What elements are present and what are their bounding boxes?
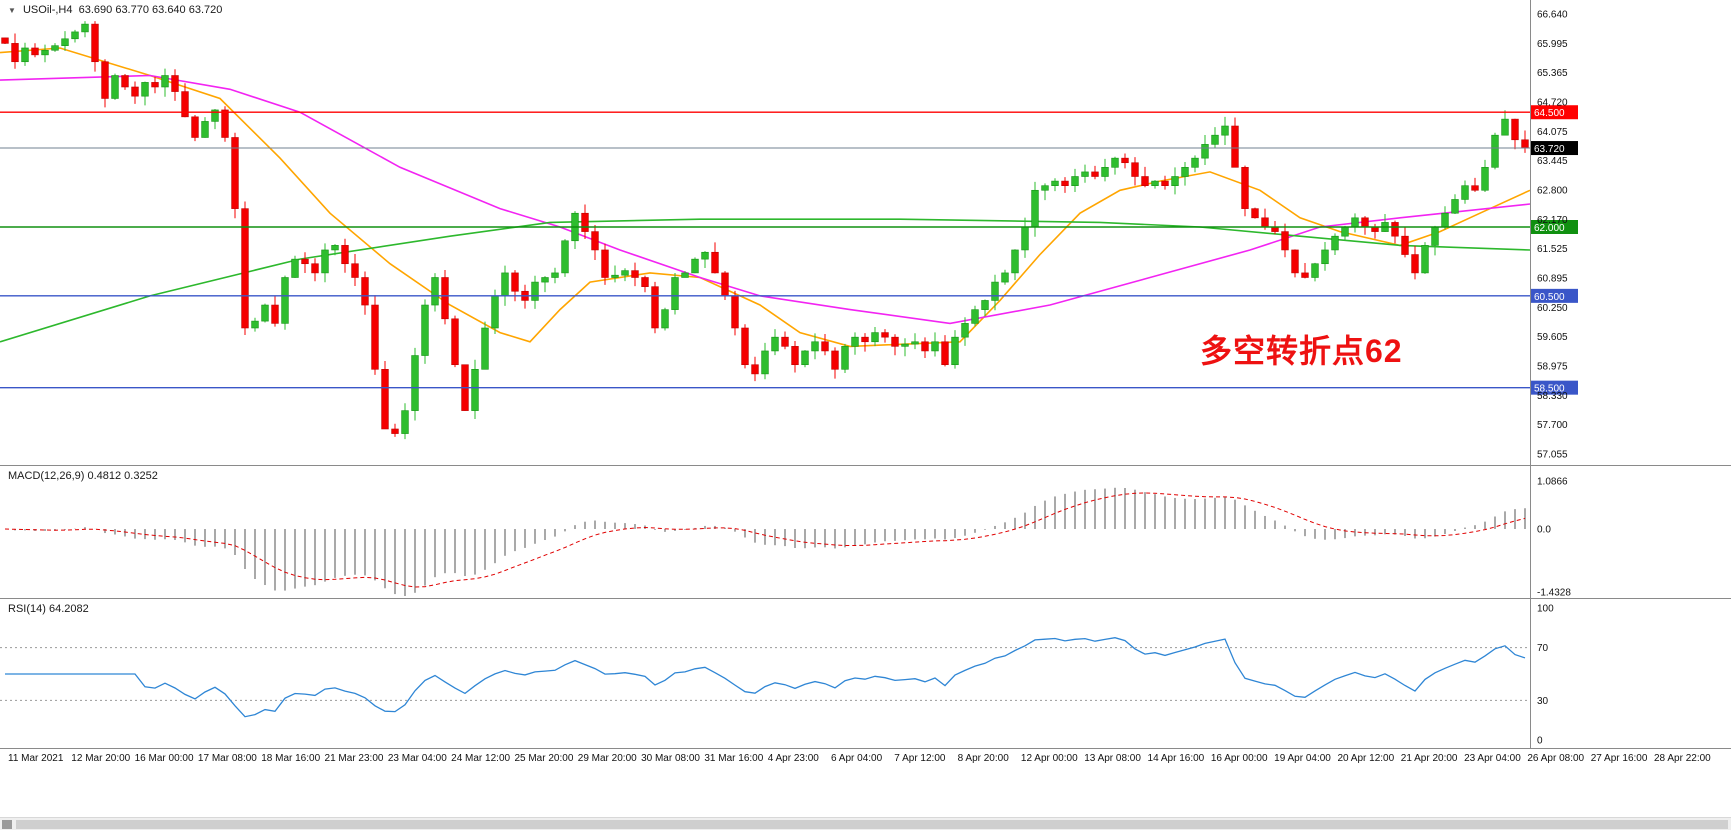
svg-text:13 Apr 08:00: 13 Apr 08:00	[1084, 753, 1141, 764]
svg-text:23 Apr 04:00: 23 Apr 04:00	[1464, 753, 1521, 764]
svg-text:65.995: 65.995	[1537, 39, 1568, 50]
svg-text:20 Apr 12:00: 20 Apr 12:00	[1337, 753, 1394, 764]
ma-fast-orange	[0, 47, 1531, 348]
svg-text:58.975: 58.975	[1537, 362, 1568, 373]
svg-text:1.0866: 1.0866	[1537, 477, 1568, 488]
svg-text:29 Mar 20:00: 29 Mar 20:00	[578, 753, 637, 764]
svg-text:19 Apr 04:00: 19 Apr 04:00	[1274, 753, 1331, 764]
ma-slow-magenta	[0, 74, 1531, 325]
scrollbar-handle[interactable]	[16, 820, 1728, 829]
svg-text:59.605: 59.605	[1537, 332, 1568, 343]
svg-text:0: 0	[1537, 736, 1543, 747]
price-tag-58.500	[1531, 380, 1578, 395]
svg-text:21 Mar 23:00: 21 Mar 23:00	[325, 753, 384, 764]
svg-text:30 Mar 08:00: 30 Mar 08:00	[641, 753, 700, 764]
macd-panel	[4, 487, 1526, 596]
svg-text:12 Apr 00:00: 12 Apr 00:00	[1021, 753, 1078, 764]
svg-text:57.055: 57.055	[1537, 450, 1568, 461]
svg-text:18 Mar 16:00: 18 Mar 16:00	[261, 753, 320, 764]
svg-text:63.720: 63.720	[1534, 144, 1565, 155]
moving-averages	[0, 47, 1531, 348]
macd-indicator-label: MACD(12,26,9) 0.4812 0.3252	[8, 470, 158, 482]
svg-text:14 Apr 16:00: 14 Apr 16:00	[1148, 753, 1205, 764]
svg-text:21 Apr 20:00: 21 Apr 20:00	[1401, 753, 1458, 764]
price-tag-62.000	[1531, 219, 1578, 234]
ma-long-green	[0, 218, 1531, 343]
svg-text:-1.4328: -1.4328	[1537, 588, 1571, 599]
svg-text:28 Apr 22:00: 28 Apr 22:00	[1654, 753, 1711, 764]
candlesticks	[1, 21, 1529, 440]
chart-dropdown-icon[interactable]: ▼	[8, 6, 16, 15]
svg-text:64.500: 64.500	[1534, 108, 1565, 119]
svg-text:24 Mar 12:00: 24 Mar 12:00	[451, 753, 510, 764]
svg-text:61.525: 61.525	[1537, 244, 1568, 255]
svg-text:11 Mar 2021: 11 Mar 2021	[8, 753, 64, 764]
svg-text:6 Apr 04:00: 6 Apr 04:00	[831, 753, 883, 764]
svg-text:30: 30	[1537, 696, 1549, 707]
svg-text:27 Apr 16:00: 27 Apr 16:00	[1591, 753, 1648, 764]
svg-text:31 Mar 16:00: 31 Mar 16:00	[704, 753, 763, 764]
text-annotation-turning-point[interactable]: 多空转折点62	[1200, 333, 1403, 369]
svg-text:60.895: 60.895	[1537, 274, 1568, 285]
panel-separators	[0, 0, 1731, 749]
svg-text:26 Apr 08:00: 26 Apr 08:00	[1527, 753, 1584, 764]
rsi-line	[5, 637, 1526, 718]
svg-text:65.365: 65.365	[1537, 68, 1568, 79]
svg-text:57.700: 57.700	[1537, 420, 1568, 431]
symbol-ohlc-values: 63.690 63.770 63.640 63.720	[78, 4, 223, 16]
price-tag-64.500	[1531, 105, 1578, 120]
svg-text:60.500: 60.500	[1534, 292, 1565, 303]
symbol-header: ▼ USOil-,H4 63.690 63.770 63.640 63.720	[8, 4, 222, 16]
horizontal-level-lines: 64.500 62.000 60.500 58.500 63.720	[0, 105, 1578, 395]
svg-text:16 Apr 00:00: 16 Apr 00:00	[1211, 753, 1268, 764]
svg-text:70: 70	[1537, 643, 1549, 654]
svg-text:100: 100	[1537, 604, 1554, 615]
svg-text:64.720: 64.720	[1537, 98, 1568, 109]
svg-text:23 Mar 04:00: 23 Mar 04:00	[388, 753, 447, 764]
svg-text:62.800: 62.800	[1537, 186, 1568, 197]
axis-labels: 66.640 65.995 65.365 64.720 64.075 63.445 62.8…	[8, 10, 1711, 765]
price-tag-60.500	[1531, 288, 1578, 303]
rsi-indicator-label: RSI(14) 64.2082	[8, 603, 89, 615]
horizontal-scrollbar[interactable]	[0, 817, 1731, 830]
svg-text:62.000: 62.000	[1534, 223, 1565, 234]
svg-text:16 Mar 00:00: 16 Mar 00:00	[135, 753, 194, 764]
svg-text:64.075: 64.075	[1537, 127, 1568, 138]
current-price-tag	[1531, 141, 1578, 156]
svg-text:4 Apr 23:00: 4 Apr 23:00	[768, 753, 820, 764]
symbol-name: USOil-,H4	[22, 4, 73, 16]
svg-text:58.330: 58.330	[1537, 391, 1568, 402]
svg-text:0.0: 0.0	[1537, 525, 1551, 536]
svg-text:63.445: 63.445	[1537, 156, 1568, 167]
svg-text:8 Apr 20:00: 8 Apr 20:00	[958, 753, 1010, 764]
svg-text:12 Mar 20:00: 12 Mar 20:00	[71, 753, 130, 764]
scrollbar-left-box[interactable]	[2, 820, 12, 829]
svg-text:60.250: 60.250	[1537, 303, 1568, 314]
svg-text:66.640: 66.640	[1537, 10, 1568, 21]
svg-text:62.170: 62.170	[1537, 215, 1568, 226]
svg-text:25 Mar 20:00: 25 Mar 20:00	[514, 753, 573, 764]
svg-text:7 Apr 12:00: 7 Apr 12:00	[894, 753, 946, 764]
svg-text:17 Mar 08:00: 17 Mar 08:00	[198, 753, 257, 764]
svg-text:58.500: 58.500	[1534, 384, 1565, 395]
rsi-panel	[0, 637, 1530, 718]
macd-signal-line	[4, 492, 1526, 588]
